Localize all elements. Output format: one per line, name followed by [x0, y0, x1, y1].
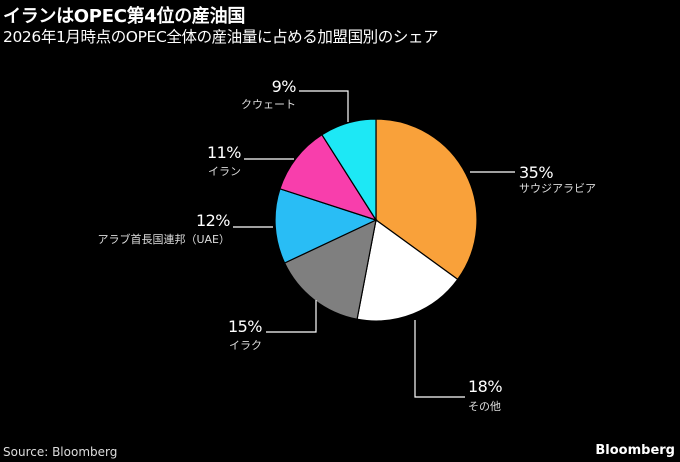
leader-line-1 — [414, 320, 465, 398]
leader-line-5 — [299, 90, 349, 122]
data-label-2: 15% — [228, 317, 262, 336]
source-note: Source: Bloomberg — [3, 445, 118, 459]
data-label-3: 12% — [196, 211, 230, 230]
chart-title: イランはOPEC第4位の産油国 — [3, 6, 246, 27]
data-label-1: 18% — [468, 377, 502, 396]
leader-line-2 — [266, 300, 317, 333]
slice-name-1: その他 — [468, 400, 501, 413]
pie-slice-0 — [375, 118, 478, 281]
slice-name-0: サウジアラビア — [519, 182, 596, 195]
pie-slice-4 — [279, 133, 378, 222]
slice-name-2: イラク — [229, 339, 262, 352]
slice-name-3: アラブ首長国連邦（UAE） — [97, 232, 230, 246]
data-label-0: 35% — [519, 163, 553, 182]
slice-name-5: クウェート — [241, 98, 296, 111]
pie-slice-3 — [274, 188, 378, 264]
pie-slice-5 — [321, 118, 377, 223]
bloomberg-logo: Bloomberg — [595, 443, 675, 458]
pie-slice-1 — [356, 218, 459, 322]
chart-subtitle: 2026年1月時点のOPEC全体の産油量に占める加盟国別のシェア — [3, 28, 439, 46]
data-label-5: 9% — [272, 77, 297, 96]
pie-slice-2 — [283, 218, 377, 320]
data-label-4: 11% — [207, 143, 241, 162]
slice-name-4: イラン — [208, 165, 241, 178]
